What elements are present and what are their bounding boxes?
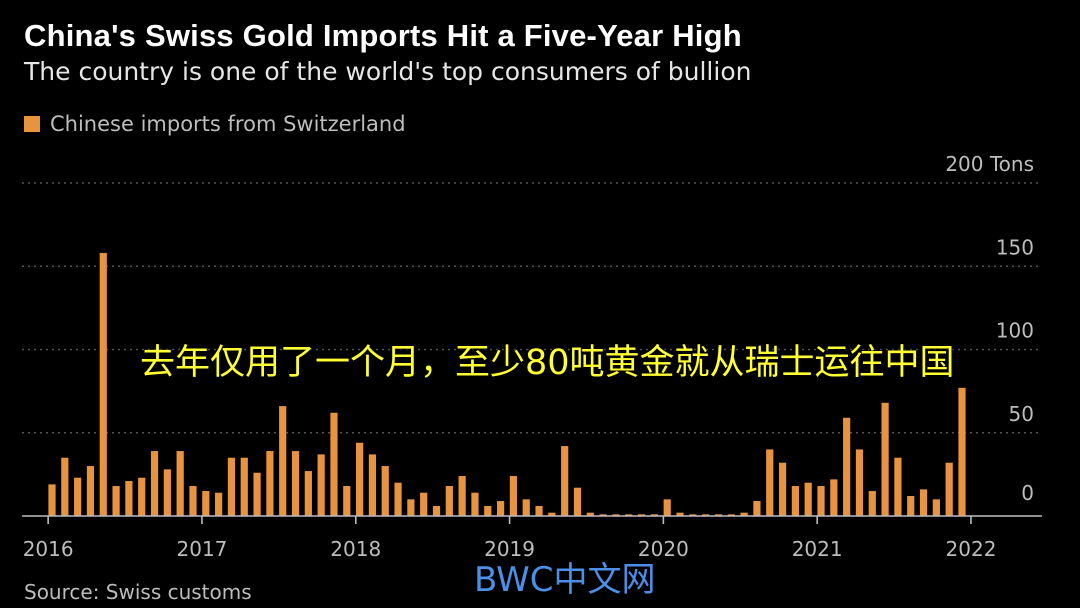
chart-title: China's Swiss Gold Imports Hit a Five-Ye…: [24, 18, 742, 53]
bar: [561, 446, 569, 516]
bar: [778, 462, 787, 516]
bar: [907, 496, 915, 516]
x-tick-label: 2017: [177, 537, 228, 561]
gridlines: [22, 182, 1042, 434]
bar: [817, 486, 825, 516]
bar: [702, 514, 710, 516]
bar: [791, 486, 799, 516]
bar: [48, 484, 56, 516]
bar: [894, 457, 902, 516]
bar: [458, 476, 466, 516]
bar: [958, 387, 966, 516]
x-axis: [22, 515, 1042, 524]
x-axis-labels: 2016 2017 2018 2019 2020 2021 2022: [23, 537, 997, 561]
y-axis-labels: 0 50 100 150 200 Tons: [945, 152, 1034, 505]
y-tick-label: 100: [996, 319, 1034, 343]
bar: [61, 457, 69, 516]
bar: [855, 449, 864, 516]
y-tick-label: 50: [1009, 402, 1034, 426]
x-tick-label: 2016: [23, 537, 74, 561]
bar: [843, 417, 851, 516]
legend-swatch: [24, 116, 40, 132]
bar: [432, 506, 441, 516]
bar: [573, 487, 582, 516]
bar: [368, 454, 377, 516]
bar: [112, 486, 120, 516]
bar: [445, 486, 453, 516]
bar: [689, 514, 697, 516]
bar: [868, 491, 876, 516]
bar: [509, 476, 518, 516]
x-tick-label: 2021: [792, 537, 843, 561]
y-tick-label: 150: [996, 235, 1034, 259]
bars: [48, 252, 966, 516]
bar: [138, 477, 146, 516]
bar: [343, 486, 351, 516]
bar: [945, 462, 953, 516]
bar: [125, 481, 133, 516]
bar: [522, 499, 530, 516]
bar: [740, 512, 748, 516]
bar: [625, 514, 633, 516]
bar: [420, 492, 428, 516]
bar: [304, 471, 312, 516]
bar: [496, 501, 505, 516]
bar: [381, 466, 389, 516]
bar: [394, 482, 402, 516]
bar: [637, 514, 646, 516]
bar: [202, 491, 210, 516]
x-tick-label: 2018: [330, 537, 381, 561]
bar: [291, 451, 300, 516]
bar: [599, 514, 607, 516]
bar: [881, 402, 889, 516]
x-tick-label: 2020: [638, 537, 689, 561]
bar: [74, 477, 82, 516]
bar: [484, 506, 492, 516]
bar: [663, 499, 671, 516]
bar: [471, 492, 479, 516]
bar: [253, 472, 261, 516]
bar: [215, 492, 223, 516]
bar: [727, 514, 735, 516]
bar: [99, 252, 107, 516]
bar: [830, 479, 838, 516]
bar: [163, 469, 171, 516]
bar: [714, 514, 723, 516]
bar: [932, 499, 940, 516]
bar: [586, 512, 594, 516]
bar: [86, 466, 95, 516]
bar: [766, 449, 774, 516]
bar: [548, 512, 556, 516]
source-note: Source: Swiss customs: [24, 580, 252, 604]
bar: [919, 489, 928, 516]
bar: [407, 499, 415, 516]
bar: [150, 451, 159, 516]
bar: [676, 512, 684, 516]
y-tick-label: 200 Tons: [945, 152, 1034, 176]
y-tick-label: 0: [1021, 481, 1034, 505]
bar: [266, 451, 274, 516]
bar: [330, 412, 338, 516]
video-caption: 去年仅用了一个月，至少80吨黄金就从瑞士运往中国: [140, 343, 955, 383]
legend: Chinese imports from Switzerland: [24, 112, 406, 136]
bar: [753, 501, 761, 516]
legend-label: Chinese imports from Switzerland: [50, 112, 406, 136]
x-tick-label: 2019: [484, 537, 535, 561]
bar: [317, 454, 325, 516]
bar: [240, 457, 248, 516]
chart-subtitle: The country is one of the world's top co…: [24, 57, 752, 86]
bar: [612, 514, 620, 516]
bar: [227, 457, 236, 516]
bar: [804, 482, 812, 516]
x-tick-label: 2022: [946, 537, 997, 561]
watermark: BWC中文网: [474, 560, 656, 600]
bar: [535, 506, 543, 516]
bar: [176, 451, 184, 516]
bar: [650, 514, 658, 516]
bar: [279, 406, 287, 516]
bar: [189, 486, 197, 516]
bar: [356, 442, 364, 516]
